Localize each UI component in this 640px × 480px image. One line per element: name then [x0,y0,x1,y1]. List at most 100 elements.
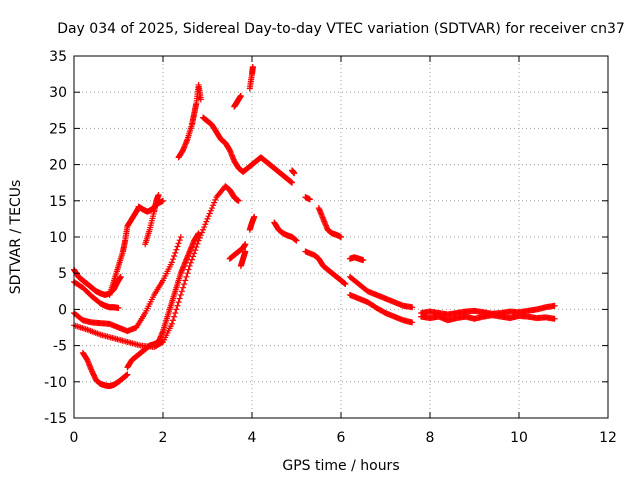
data-point [197,96,204,103]
data-point [192,247,199,254]
series-arc-11 [200,114,255,175]
data-point [251,213,258,220]
series-arc-9 [124,230,202,371]
x-tick-label: 12 [599,430,617,446]
data-point [242,248,249,255]
data-point [208,205,215,212]
data-point [176,295,183,302]
data-point [338,234,344,240]
data-point [175,240,182,247]
data-point [210,202,217,209]
data-point [177,234,184,240]
data-point [183,273,190,280]
data-point [289,179,296,186]
data-point [172,249,179,256]
series-arc-20 [271,219,300,244]
data-point [168,320,175,327]
data-point [242,241,249,248]
x-axis-label: GPS time / hours [282,458,399,474]
series-arc-3 [106,205,142,298]
series-arc-5 [142,192,162,248]
data-point [174,302,181,309]
data-point [173,246,180,253]
data-point [160,197,166,204]
chart-title: Day 034 of 2025, Sidereal Day-to-day VTE… [57,21,625,37]
data-point [187,259,194,266]
data-point [235,197,242,204]
data-point [117,273,124,280]
y-tick-label: 30 [49,85,67,101]
data-point [342,281,349,288]
data-point [174,243,181,250]
plot-frame [73,55,609,419]
data-point [124,371,131,378]
data-point [200,226,207,233]
data-point [306,196,313,203]
data-point [211,199,218,206]
data-point [198,229,205,236]
data-point [115,304,122,311]
series-arc-22 [315,205,344,240]
data-points [71,63,558,390]
x-tick-label: 6 [337,430,346,446]
y-tick-label: 10 [49,230,67,246]
series-arc-10 [175,81,204,161]
data-point [409,304,416,311]
data-point [206,210,213,217]
data-point [178,288,185,295]
data-point [188,256,195,263]
axis-ticks: 0 2 4 6 8 10 12 -15 -10 -5 0 5 10 15 20 25 30 35 [44,49,617,446]
data-point [180,284,187,291]
data-point [184,270,191,277]
series-arc-23 [302,248,349,288]
data-point [293,237,300,244]
x-tick-label: 8 [426,430,435,446]
data-point [155,192,162,199]
series-arc-18 [249,154,296,186]
series-arc-16 [237,248,249,269]
data-point [185,266,192,273]
data-point [181,281,188,288]
series-arc-21 [302,194,313,203]
series-arc-25 [346,273,416,311]
series-arc-15 [226,241,249,262]
data-point [551,302,558,309]
y-tick-label: -5 [53,339,67,355]
y-tick-label: 20 [49,158,67,174]
data-point [171,253,178,260]
series-arc-17 [246,213,258,233]
data-point [249,63,256,70]
series-arc-28 [418,312,558,324]
x-tick-label: 0 [70,430,79,446]
data-point [212,196,219,203]
data-point [173,306,180,313]
data-point [237,92,244,99]
series-arc-14 [246,63,256,92]
data-point [170,256,177,263]
y-tick-label: 0 [58,302,67,318]
data-point [551,315,558,322]
data-point [201,224,208,231]
y-tick-label: 15 [49,194,67,210]
series-arc-2 [71,278,122,311]
x-tick-label: 2 [159,430,168,446]
series-arc-6 [71,234,184,335]
data-point [193,243,200,250]
data-point [205,213,212,220]
data-point [171,313,178,320]
data-point [186,262,193,269]
series-arc-8 [79,349,131,390]
data-point [177,291,184,298]
data-point [170,317,177,324]
y-axis-label: SDTVAR / TECUs [8,180,24,295]
y-tick-label: -15 [44,411,67,427]
series-arc-19 [289,167,298,177]
y-tick-label: 25 [49,121,67,137]
series-arc-26 [346,291,416,326]
series-arc-24 [346,254,367,264]
data-point [175,299,182,306]
data-point [191,250,198,257]
data-point [203,218,210,225]
data-point [176,237,183,244]
